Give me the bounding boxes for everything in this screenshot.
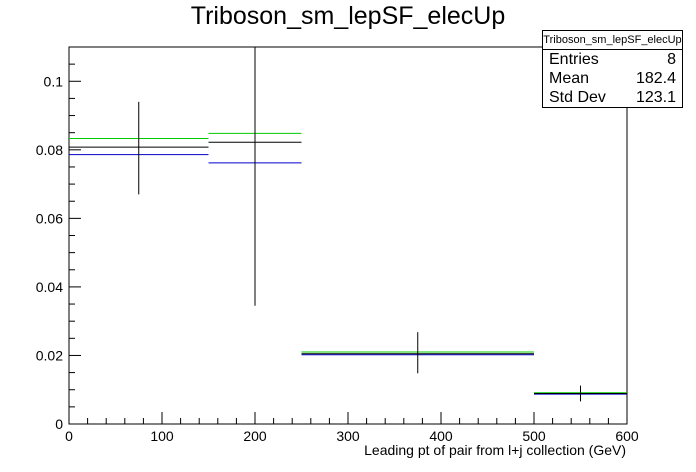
y-tick-label: 0 [55,416,63,432]
y-tick-label: 0.08 [36,142,63,158]
x-tick-label: 200 [243,428,267,444]
entries-label: Entries [549,51,599,68]
mean-label: Mean [549,70,590,87]
y-tick-label: 0.1 [44,73,64,89]
y-tick-label: 0.06 [36,210,63,226]
mean-value: 182.4 [635,70,676,87]
x-axis: 0 100 200 300 400 500 600 [65,412,639,444]
chart-title: Triboson_sm_lepSF_elecUp [190,2,506,30]
x-axis-label: Leading pt of pair from l+j collection (… [364,442,626,458]
stats-box: Triboson_sm_lepSF_elecUp Entries 8 Mean … [542,30,683,108]
stats-entries-row: Entries 8 [543,50,682,69]
x-tick-label: 0 [65,428,73,444]
x-tick-label: 400 [429,428,453,444]
std-label: Std Dev [549,89,606,106]
y-axis: 0 0.02 0.04 0.06 0.08 0.1 [36,46,81,432]
x-tick-label: 100 [150,428,174,444]
entries-value: 8 [667,51,676,68]
x-tick-label: 500 [522,428,546,444]
histogram-series [69,47,627,402]
x-tick-label: 600 [615,428,639,444]
stats-title: Triboson_sm_lepSF_elecUp [543,31,682,50]
stats-mean-row: Mean 182.4 [543,69,682,88]
y-tick-label: 0.02 [36,347,63,363]
std-value: 123.1 [635,89,676,106]
y-tick-label: 0.04 [36,279,63,295]
stats-std-row: Std Dev 123.1 [543,88,682,107]
x-tick-label: 300 [336,428,360,444]
